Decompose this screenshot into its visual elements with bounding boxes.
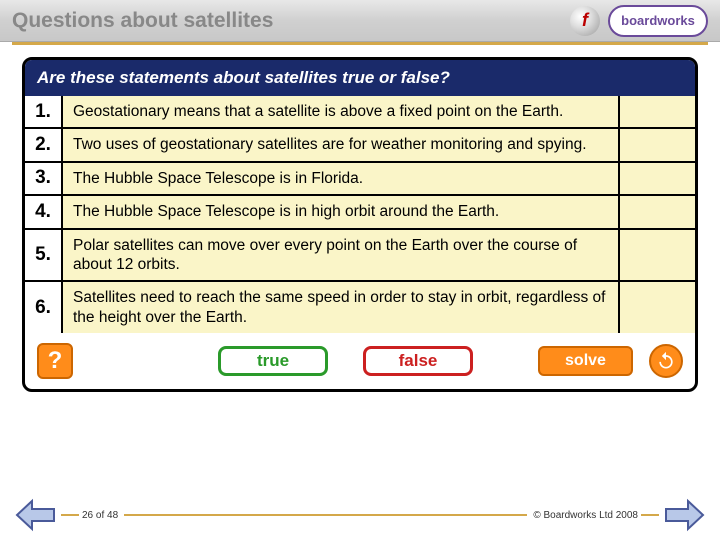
question-number: 6. xyxy=(25,282,63,333)
true-button[interactable]: true xyxy=(218,346,328,376)
arrow-left-icon xyxy=(14,498,58,532)
question-row: 3.The Hubble Space Telescope is in Flori… xyxy=(25,161,695,194)
answer-cell[interactable] xyxy=(620,282,695,333)
question-text[interactable]: Polar satellites can move over every poi… xyxy=(63,230,620,281)
question-row: 2.Two uses of geostationary satellites a… xyxy=(25,127,695,160)
question-text[interactable]: The Hubble Space Telescope is in Florida… xyxy=(63,163,620,194)
answer-cell[interactable] xyxy=(620,230,695,281)
question-text[interactable]: Geostationary means that a satellite is … xyxy=(63,96,620,127)
header-bar: Questions about satellites f boardworks xyxy=(0,0,720,42)
reset-button[interactable] xyxy=(649,344,683,378)
question-number: 3. xyxy=(25,163,63,194)
footer: 26 of 48 © Boardworks Ltd 2008 xyxy=(0,498,720,532)
question-number: 1. xyxy=(25,96,63,127)
question-row: 4.The Hubble Space Telescope is in high … xyxy=(25,194,695,227)
question-text[interactable]: Satellites need to reach the same speed … xyxy=(63,282,620,333)
flash-icon: f xyxy=(570,6,600,36)
question-row: 6.Satellites need to reach the same spee… xyxy=(25,280,695,333)
question-row: 1.Geostationary means that a satellite i… xyxy=(25,96,695,127)
main-area: Are these statements about satellites tr… xyxy=(0,45,720,398)
question-text[interactable]: The Hubble Space Telescope is in high or… xyxy=(63,196,620,227)
answer-cell[interactable] xyxy=(620,96,695,127)
answer-cell[interactable] xyxy=(620,129,695,160)
answer-cell[interactable] xyxy=(620,196,695,227)
question-text[interactable]: Two uses of geostationary satellites are… xyxy=(63,129,620,160)
copyright: © Boardworks Ltd 2008 xyxy=(533,510,638,521)
boardworks-logo: boardworks xyxy=(608,5,708,37)
question-row: 5.Polar satellites can move over every p… xyxy=(25,228,695,281)
question-number: 2. xyxy=(25,129,63,160)
solve-button[interactable]: solve xyxy=(538,346,633,376)
answer-cell[interactable] xyxy=(620,163,695,194)
quiz-panel: Are these statements about satellites tr… xyxy=(22,57,698,392)
control-row: ? true false solve xyxy=(25,333,695,389)
undo-icon xyxy=(656,351,676,371)
question-number: 4. xyxy=(25,196,63,227)
question-number: 5. xyxy=(25,230,63,281)
help-button[interactable]: ? xyxy=(37,343,73,379)
next-button[interactable] xyxy=(662,498,706,532)
page-counter: 26 of 48 xyxy=(82,510,118,521)
arrow-right-icon xyxy=(662,498,706,532)
panel-heading: Are these statements about satellites tr… xyxy=(25,60,695,96)
prev-button[interactable] xyxy=(14,498,58,532)
page-title: Questions about satellites xyxy=(12,9,570,33)
false-button[interactable]: false xyxy=(363,346,473,376)
